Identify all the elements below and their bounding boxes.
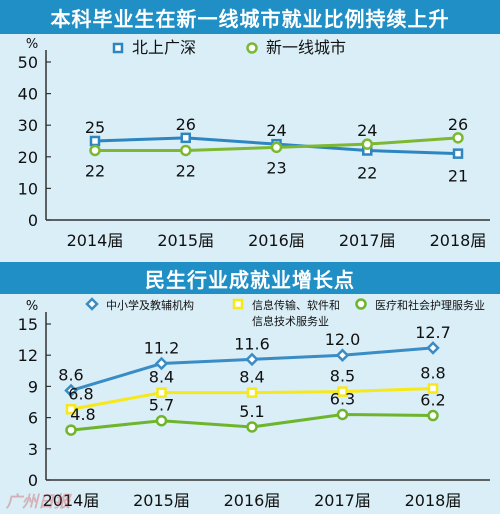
livelihood-industries-line-chart: % 0 3 6 9 12 15 2014届 2015届 2016届 2017届 2018届 8.6 11.…: [18, 297, 490, 510]
data-point: [427, 409, 439, 422]
y-tick-label: 10: [18, 179, 38, 198]
x-tick-label: 2017届: [314, 491, 371, 510]
data-point: [426, 341, 440, 355]
data-label: 11.6: [234, 334, 270, 353]
x-tick-label: 2018届: [405, 491, 462, 510]
data-point: [245, 352, 259, 367]
data-label: 8.4: [149, 368, 174, 387]
data-point: [452, 132, 464, 144]
data-label: 26: [448, 115, 468, 134]
y-tick-label: 9: [28, 377, 38, 396]
data-label: 6.3: [330, 389, 355, 408]
chart-panel-city-employment: 本科毕业生在新一线城市就业比例持续上升 % 0 10 20 30 40 50 2014届 201…: [0, 0, 500, 250]
legend-marker: [85, 297, 99, 311]
legend-label: 信息传输、软件和: [252, 298, 340, 312]
data-label: 22: [85, 161, 105, 180]
data-label: 24: [357, 121, 377, 140]
legend-marker: [112, 42, 124, 54]
data-label: 8.4: [239, 368, 264, 387]
data-point: [65, 424, 77, 436]
data-point: [180, 144, 192, 157]
data-point: [65, 404, 77, 415]
y-tick-label: 6: [28, 409, 38, 428]
legend-label: 北上广深: [132, 38, 196, 57]
data-label: 5.7: [149, 396, 174, 415]
data-point: [335, 348, 350, 362]
y-tick-label: 0: [28, 211, 38, 230]
chart-panel-livelihood-industries: 民生行业成就业增长点 % 0 3 6 9 12 15 2014届 2015届 2016届 2017届…: [0, 262, 500, 514]
y-tick-label: 20: [18, 148, 38, 167]
x-tick-label: 2015届: [157, 231, 214, 250]
data-point: [270, 141, 283, 154]
x-tick-label: 2018届: [430, 231, 487, 250]
data-label: 26: [176, 115, 196, 134]
chart-title: 民生行业成就业增长点: [145, 267, 355, 292]
data-label: 12.0: [325, 330, 361, 349]
data-point: [361, 138, 373, 150]
data-point: [337, 386, 348, 397]
x-tick-label: 2016届: [248, 231, 305, 250]
legend-marker: [232, 298, 244, 310]
legend-label: 新一线城市: [266, 38, 346, 57]
data-point: [336, 408, 349, 421]
data-label: 11.2: [144, 339, 180, 358]
data-label: 6.2: [420, 391, 445, 410]
data-label: 5.1: [239, 402, 264, 421]
data-label: 22: [357, 163, 377, 182]
data-label: 24: [266, 121, 286, 140]
x-tick-label: 2016届: [224, 491, 281, 510]
y-tick-label: 0: [28, 471, 38, 490]
data-label: 4.8: [70, 405, 95, 424]
x-tick-label: 2015届: [133, 491, 190, 510]
legend-label: 信息技术服务业: [252, 314, 329, 328]
legend-marker: [355, 298, 367, 310]
data-point: [89, 144, 101, 157]
x-tick-label: 2017届: [339, 231, 396, 250]
data-label: 8.5: [330, 367, 355, 386]
y-tick-label: 50: [18, 53, 38, 72]
y-tick-label: 30: [18, 116, 38, 135]
data-label: 8.6: [58, 366, 83, 385]
y-axis-unit: %: [26, 299, 38, 314]
x-tick-label: 2014届: [67, 231, 124, 250]
chart-title: 本科毕业生在新一线城市就业比例持续上升: [50, 6, 450, 31]
legend-marker: [246, 42, 258, 54]
x-tick-label: 2014届: [43, 491, 100, 510]
data-point: [89, 135, 101, 147]
data-label: 21: [448, 167, 468, 186]
data-point: [156, 387, 167, 398]
city-employment-line-chart: % 0 10 20 30 40 50 2014届 2015届 2016届 2017届 2018届 25 2…: [18, 37, 490, 250]
data-point: [246, 421, 258, 433]
chart-title-bar: 本科毕业生在新一线城市就业比例持续上升: [0, 0, 500, 34]
data-point: [246, 387, 258, 398]
data-label: 23: [266, 158, 286, 177]
data-point: [452, 148, 464, 159]
legend-label: 中小学及教辅机构: [106, 298, 194, 312]
data-point: [155, 414, 168, 427]
data-label: 8.8: [420, 363, 445, 382]
chart-title-bar: 民生行业成就业增长点: [0, 262, 500, 294]
data-point: [180, 132, 191, 144]
newspaper-logo: 广州日报: [6, 492, 71, 511]
y-tick-label: 15: [18, 315, 38, 334]
data-point: [154, 356, 169, 371]
data-label: 6.8: [68, 384, 93, 403]
legend-label: 医疗和社会护理服务业: [375, 298, 485, 312]
data-point: [427, 383, 439, 394]
y-tick-label: 12: [18, 346, 38, 365]
data-label: 22: [176, 161, 196, 180]
y-tick-label: 3: [28, 440, 38, 459]
data-label: 25: [85, 118, 105, 137]
y-axis-unit: %: [26, 37, 38, 52]
data-point: [64, 383, 78, 398]
y-tick-label: 40: [18, 85, 38, 104]
data-label: 12.7: [415, 323, 451, 342]
